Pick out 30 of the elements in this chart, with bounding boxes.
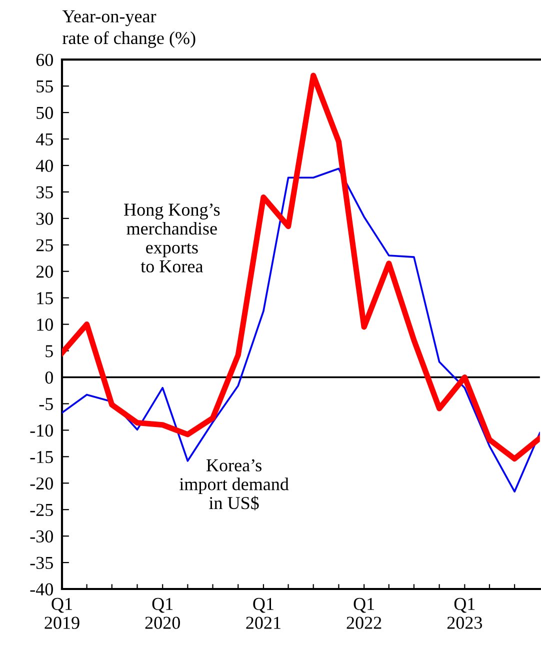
y-tick-label: -30 bbox=[30, 530, 53, 543]
x-tick-label: Q1 2019 bbox=[44, 598, 80, 629]
y-tick-label: 30 bbox=[36, 212, 53, 225]
y-tick-label: 20 bbox=[36, 266, 53, 278]
y-tick-label: 60 bbox=[36, 54, 53, 66]
x-tick-label: Q1 2021 bbox=[246, 598, 280, 629]
series-label: Hong Kong’s merchandise exports to Korea bbox=[124, 204, 220, 272]
x-tick-label: Q1 2020 bbox=[145, 598, 180, 629]
y-tick-label: -5 bbox=[39, 398, 53, 410]
y-tick-label: -10 bbox=[30, 424, 53, 437]
series-label: Korea’s import demand in US$ bbox=[180, 459, 289, 510]
y-tick-label: 45 bbox=[36, 133, 53, 146]
line-series bbox=[62, 168, 540, 493]
y-tick-label: -20 bbox=[30, 477, 53, 490]
y-tick-label: 5 bbox=[46, 345, 53, 358]
y-tick-label: -15 bbox=[30, 451, 53, 464]
y-tick-label: 25 bbox=[36, 239, 53, 252]
y-tick-label: 10 bbox=[37, 318, 53, 331]
y-tick-label: -40 bbox=[30, 583, 53, 596]
y-axis-title: Year-on-year rate of change (%) bbox=[62, 10, 196, 48]
y-tick-label: 40 bbox=[36, 160, 53, 172]
y-tick-label: -25 bbox=[30, 504, 53, 516]
y-tick-label: 15 bbox=[37, 292, 53, 304]
y-tick-label: 50 bbox=[36, 106, 53, 119]
x-tick-label: Q1 2022 bbox=[346, 598, 382, 629]
y-tick-label: -35 bbox=[30, 556, 53, 569]
x-tick-label: Q1 2023 bbox=[447, 598, 482, 629]
y-tick-label: 55 bbox=[36, 80, 53, 93]
y-tick-label: 0 bbox=[45, 372, 53, 384]
y-tick-label: 35 bbox=[36, 186, 53, 198]
